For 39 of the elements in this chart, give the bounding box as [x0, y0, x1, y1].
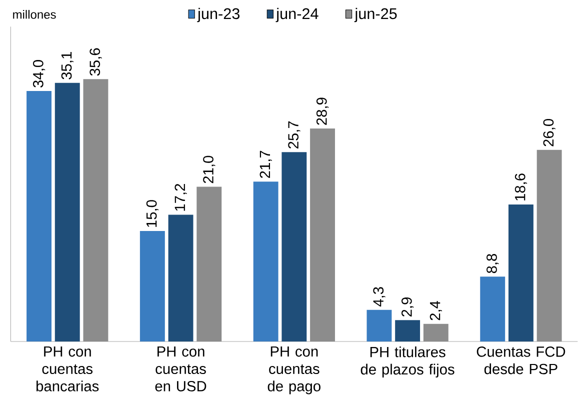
bar: [480, 276, 506, 342]
data-label: 26,0: [543, 119, 556, 146]
bar: [26, 91, 52, 342]
bar: [282, 152, 307, 342]
bar: [168, 214, 194, 342]
bar: [508, 204, 534, 342]
x-tick-label: PH con cuentas bancarias: [36, 346, 99, 392]
legend-label: jun-23: [197, 8, 240, 22]
data-label: 35,1: [61, 52, 74, 80]
bar: [196, 186, 222, 342]
data-label: 2,4: [430, 301, 442, 320]
x-tick-label: PH con cuentas de pago: [268, 346, 320, 394]
data-label: 2,9: [402, 298, 414, 317]
x-tick-label: Cuentas FCD desde PSP: [476, 346, 566, 374]
x-tick-label: PH con cuentas en USD: [155, 346, 206, 392]
data-label: 28,9: [316, 98, 329, 126]
bar: [423, 324, 448, 342]
bar: [395, 320, 420, 342]
legend-label: jun-25: [354, 8, 397, 22]
data-label: 34,0: [32, 60, 46, 88]
x-tick-label: PH titulares de plazos fijos: [360, 346, 454, 378]
bar: [140, 231, 165, 342]
data-label: 25,7: [288, 122, 300, 149]
data-label: 21,7: [260, 151, 272, 178]
bar: [83, 79, 108, 342]
bar: [54, 83, 80, 342]
bar: [310, 128, 335, 342]
bar: [253, 182, 278, 342]
bar: [536, 150, 562, 342]
data-label: 15,0: [146, 200, 158, 228]
data-label: 17,2: [174, 184, 187, 211]
bar: [366, 310, 392, 342]
data-label: 8,8: [486, 254, 499, 274]
data-label: 18,6: [514, 174, 528, 201]
data-label: 4,3: [373, 287, 386, 307]
legend-label: jun-24: [276, 8, 318, 22]
text: millones: [13, 10, 56, 20]
data-label: 21,0: [203, 156, 216, 184]
data-label: 35,6: [90, 48, 102, 76]
